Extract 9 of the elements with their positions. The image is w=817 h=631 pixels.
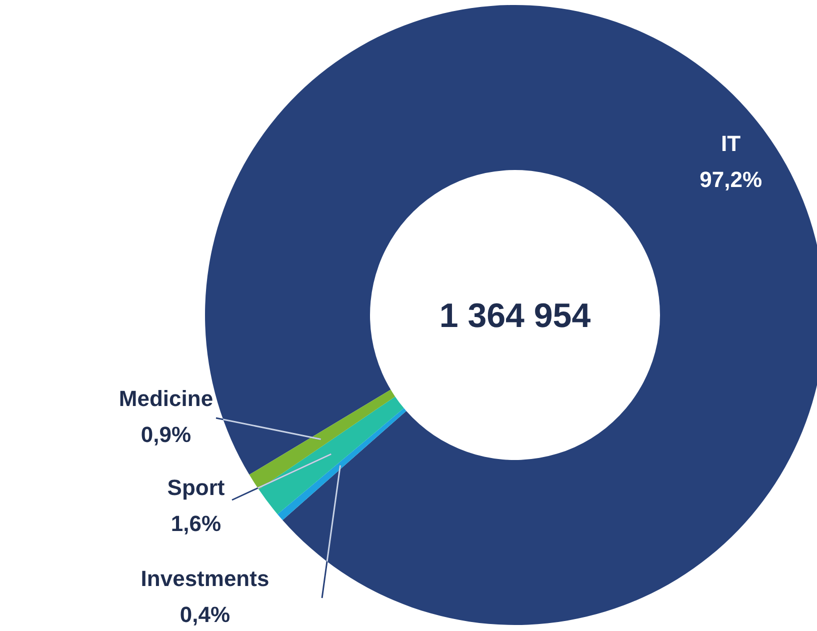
slice-label: IT (721, 130, 742, 156)
data-label: 97,2% (700, 166, 762, 192)
data-label: 0,9% (140, 422, 192, 447)
slice-label: Medicine (118, 386, 214, 411)
slice-label: Sport (167, 475, 226, 500)
text: 1 364 954 (439, 297, 591, 335)
slice-label: Investments (140, 566, 270, 591)
data-label: 1,6% (170, 511, 222, 536)
data-label: 0,4% (180, 602, 230, 627)
